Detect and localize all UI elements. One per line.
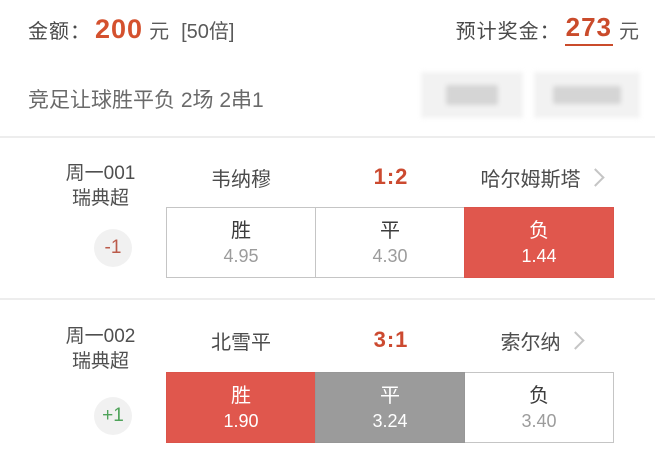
prize-label: 预计奖金： xyxy=(455,20,561,43)
match-id: 周一002 xyxy=(65,326,136,347)
chevron-right-icon xyxy=(585,167,605,187)
odds-table: 胜 4.95 平 4.30 负 1.44 xyxy=(166,207,616,278)
odds-option-win[interactable]: 胜 1.90 xyxy=(166,372,316,443)
stake-amount-group: 金额： 200 元 [50倍] xyxy=(28,14,234,45)
match-score: 3:1 xyxy=(373,327,409,352)
odds-option-lose[interactable]: 负 3.40 xyxy=(464,372,614,443)
amount-label: 金额： xyxy=(28,20,91,43)
match-detail-link[interactable]: 北雪平 3:1 索尔纳 xyxy=(166,326,616,354)
odds-value: 1.90 xyxy=(223,410,259,431)
amount-unit: 元 xyxy=(149,20,170,43)
blurred-button-1[interactable] xyxy=(421,72,523,118)
odds-label: 胜 xyxy=(231,384,251,407)
prize-unit: 元 xyxy=(619,20,639,43)
odds-label: 负 xyxy=(529,219,549,242)
match-info: 周一002 瑞典超 xyxy=(35,324,166,374)
odds-value: 1.44 xyxy=(521,245,557,266)
blurred-button-2[interactable] xyxy=(534,72,640,118)
odds-option-draw[interactable]: 平 3.24 xyxy=(315,372,465,443)
odds-label: 平 xyxy=(380,384,400,407)
match-info: 周一001 瑞典超 xyxy=(35,161,166,211)
odds-option-draw[interactable]: 平 4.30 xyxy=(315,207,465,278)
match-card-1: 周一001 瑞典超 -1 韦纳穆 1:2 哈尔姆斯塔 胜 4.95 平 4.30… xyxy=(0,137,655,298)
odds-option-lose[interactable]: 负 1.44 xyxy=(464,207,614,278)
handicap-badge: +1 xyxy=(94,397,132,435)
prize-value: 273 xyxy=(564,12,613,46)
odds-label: 平 xyxy=(380,219,400,242)
away-team: 哈尔姆斯塔 xyxy=(480,168,581,191)
section-divider xyxy=(0,298,655,300)
match-score: 1:2 xyxy=(373,164,409,189)
multiplier-label: [50倍] xyxy=(181,20,235,43)
chevron-right-icon xyxy=(565,330,585,350)
odds-option-win[interactable]: 胜 4.95 xyxy=(166,207,316,278)
match-id: 周一001 xyxy=(65,163,136,184)
odds-label: 胜 xyxy=(231,219,251,242)
match-league: 瑞典超 xyxy=(71,351,129,372)
odds-label: 负 xyxy=(529,384,549,407)
home-team: 韦纳穆 xyxy=(211,168,271,191)
odds-value: 4.30 xyxy=(372,245,408,266)
bet-type-title: 竞足让球胜平负 2场 2串1 xyxy=(28,89,264,112)
blurred-button-content xyxy=(446,85,498,105)
odds-value: 4.95 xyxy=(223,245,259,266)
home-team: 北雪平 xyxy=(211,331,271,354)
match-detail-link[interactable]: 韦纳穆 1:2 哈尔姆斯塔 xyxy=(166,163,616,191)
odds-table: 胜 1.90 平 3.24 负 3.40 xyxy=(166,372,616,443)
match-card-2: 周一002 瑞典超 +1 北雪平 3:1 索尔纳 胜 1.90 平 3.24 负… xyxy=(0,300,655,469)
odds-value: 3.24 xyxy=(372,410,408,431)
expected-prize-group: 预计奖金： 273 元 xyxy=(456,12,639,46)
summary-bar: 金额： 200 元 [50倍] 预计奖金： 273 元 xyxy=(28,12,639,46)
section-divider xyxy=(0,136,655,138)
amount-value: 200 xyxy=(95,13,144,44)
away-team: 索尔纳 xyxy=(500,331,561,354)
blurred-button-content xyxy=(553,86,621,104)
handicap-badge: -1 xyxy=(94,229,132,267)
match-league: 瑞典超 xyxy=(71,188,129,209)
odds-value: 3.40 xyxy=(521,410,557,431)
